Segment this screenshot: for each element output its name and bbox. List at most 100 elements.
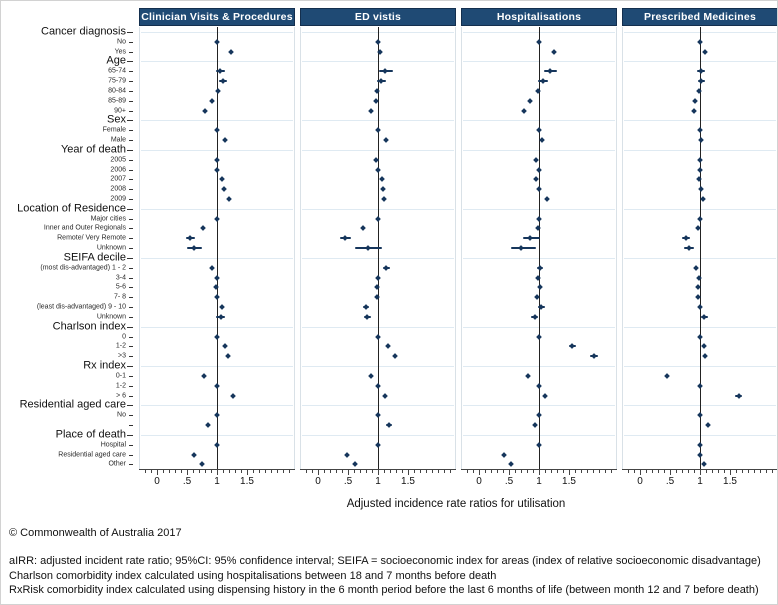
x-minor-tick: [593, 470, 594, 474]
row-label-text: 0-1: [115, 372, 126, 380]
x-minor-tick: [467, 470, 468, 474]
y-tick: [129, 71, 133, 73]
reference-line: [377, 253, 379, 263]
panel-cell: [622, 223, 777, 234]
forest-point: [352, 461, 358, 468]
reference-line: [699, 390, 701, 401]
panel-cell: [139, 341, 295, 352]
panel-cell: [300, 410, 456, 421]
reference-line: [538, 361, 540, 371]
forest-point: [198, 461, 205, 468]
y-tick: [127, 120, 133, 122]
x-major-tick: [157, 470, 158, 476]
forest-point: [697, 38, 703, 45]
reference-line: [216, 174, 218, 185]
x-tick-label: 1.5: [562, 476, 576, 488]
y-tick: [129, 169, 133, 171]
panel-cell: [300, 203, 456, 214]
data-row: >3: [1, 351, 777, 362]
forest-point: [501, 451, 507, 458]
data-row: 2007: [1, 174, 777, 185]
reference-line: [377, 429, 379, 440]
forest-point: [226, 196, 233, 202]
reference-line: [377, 144, 379, 155]
forest-point: [539, 137, 545, 143]
panel-cell: [139, 429, 295, 440]
panel-cell: [300, 56, 456, 67]
reference-line: [216, 420, 218, 430]
forest-point: [569, 343, 575, 350]
panel-cell: [622, 321, 777, 332]
x-minor-tick: [735, 470, 737, 474]
x-tick-label: 1: [214, 476, 220, 488]
axis-spacer: [1, 469, 134, 495]
y-tick: [129, 307, 133, 309]
panel-cell: [622, 341, 777, 352]
data-row: Unknown: [1, 312, 777, 322]
data-row: (most dis-advantaged) 1 - 2: [1, 262, 777, 273]
x-minor-tick: [372, 470, 373, 474]
row-label: (least dis-advantaged) 9 - 10: [1, 302, 134, 312]
row-label: Major cities: [1, 214, 134, 224]
forest-point: [392, 353, 399, 360]
reference-line: [699, 351, 701, 362]
x-minor-tick: [354, 470, 355, 474]
x-tick-label: 1.5: [723, 476, 737, 488]
row-label-text: 85-89: [108, 97, 126, 105]
row-label-text: (least dis-advantaged) 9 - 10: [36, 303, 126, 311]
data-row: 0-1: [1, 370, 777, 381]
panel-cell: [622, 203, 777, 214]
x-tick-label: 1.5: [240, 476, 254, 488]
x-tick-label: .5: [182, 476, 192, 488]
panel-cell: [622, 243, 777, 254]
reference-line: [699, 341, 701, 352]
reference-line: [699, 243, 701, 254]
panel-cell: [139, 135, 295, 145]
panel-cell: [622, 429, 777, 440]
x-minor-tick: [151, 470, 152, 474]
x-major-tick: [217, 470, 218, 476]
row-label: 2009: [1, 194, 134, 204]
panel-cell: [622, 370, 777, 381]
panel-cell: [461, 85, 617, 96]
x-major-tick: [247, 470, 248, 476]
data-row: 85-89: [1, 95, 777, 106]
x-major-tick: [700, 470, 701, 476]
panel-cell: [139, 174, 295, 185]
reference-line: [538, 429, 540, 440]
row-label-text: Rx index: [83, 359, 126, 372]
panel-cell: [622, 262, 777, 273]
x-minor-tick: [563, 470, 564, 474]
panel-cell: [139, 410, 295, 421]
x-minor-tick: [658, 470, 659, 474]
category-row: Place of death: [1, 429, 777, 440]
panel-cell: [300, 144, 456, 155]
forest-point: [373, 284, 380, 291]
panel-cell: [461, 312, 617, 322]
forest-point: [359, 225, 366, 232]
x-minor-tick: [181, 470, 182, 474]
reference-line: [216, 400, 218, 411]
forest-point: [374, 88, 381, 94]
data-row: (least dis-advantaged) 9 - 10: [1, 302, 777, 313]
x-minor-tick: [163, 470, 164, 474]
forest-point: [536, 412, 542, 419]
forest-point: [375, 166, 381, 173]
forest-point: [693, 264, 699, 271]
row-label-text: 2007: [110, 175, 126, 183]
panel-cell: [461, 36, 617, 47]
reference-line: [699, 312, 701, 322]
forest-point: [700, 196, 706, 202]
panel-cell: [300, 135, 456, 145]
panel-cell: [622, 312, 777, 322]
x-major-tick: [348, 470, 349, 476]
reference-line: [538, 154, 540, 165]
panel-cell: [139, 459, 295, 470]
row-label: > 6: [1, 391, 134, 401]
panel-cell: [461, 390, 617, 401]
panel-cell: [461, 439, 617, 450]
reference-line: [377, 390, 379, 401]
forest-point: [536, 215, 542, 222]
panel-cell: [461, 144, 617, 155]
row-label: SEIFA decile: [1, 252, 134, 263]
